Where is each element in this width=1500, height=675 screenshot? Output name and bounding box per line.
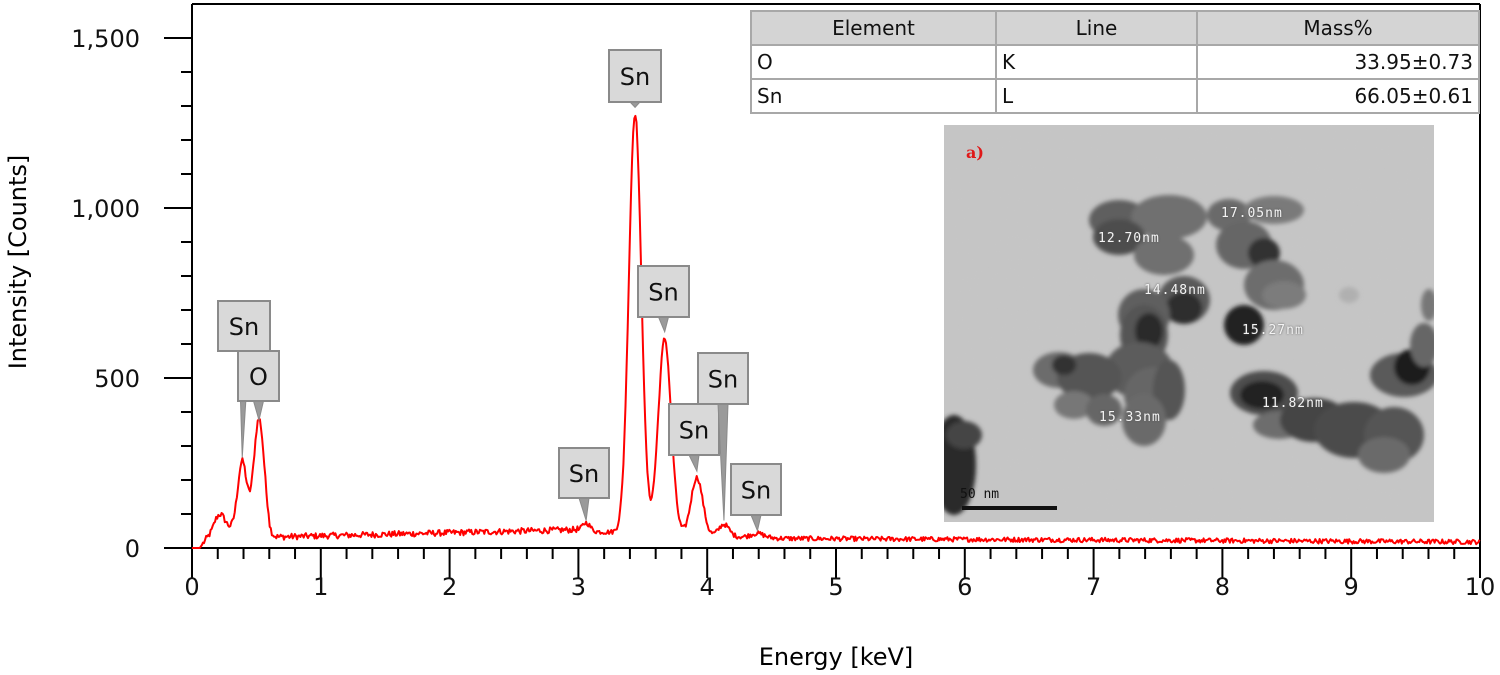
- tem-micrograph-inset: a) 17.05nm 12.70nm 14.48nm 15.27nm 15.33…: [944, 125, 1434, 522]
- nanoparticle-cluster-image: [944, 125, 1434, 522]
- measurement-label: 11.82nm: [1262, 396, 1324, 411]
- label-text: Sn: [620, 63, 650, 91]
- cell-line: L: [995, 78, 1198, 114]
- quantification-table: Element Line Mass% O K 33.95±0.73 Sn L 6…: [750, 10, 1480, 114]
- label-box: [668, 403, 720, 456]
- table-header-row: Element Line Mass%: [750, 10, 1480, 46]
- peak-label: Sn: [730, 463, 782, 533]
- x-tick-label: 1: [313, 573, 328, 601]
- x-tick-label: 3: [571, 573, 586, 601]
- cell-mass: 33.95±0.73: [1196, 44, 1480, 80]
- y-axis-title: Intensity [Counts]: [4, 155, 32, 370]
- measurement-label: 15.27nm: [1242, 323, 1304, 338]
- label-box: [237, 350, 280, 402]
- x-axis-title: Energy [keV]: [759, 643, 914, 671]
- cell-mass: 66.05±0.61: [1196, 78, 1480, 114]
- label-text: Sn: [741, 477, 771, 505]
- x-tick-label: 4: [700, 573, 715, 601]
- peak-label: Sn: [608, 49, 662, 109]
- x-tick-label: 10: [1465, 573, 1496, 601]
- x-tick-label: 2: [442, 573, 457, 601]
- measurement-label: 17.05nm: [1221, 206, 1283, 221]
- scale-bar: [962, 506, 1057, 510]
- peak-label: Sn: [697, 352, 749, 521]
- x-tick-label: 6: [957, 573, 972, 601]
- header-element: Element: [750, 10, 997, 46]
- x-tick-label: 5: [828, 573, 843, 601]
- label-box: [697, 352, 749, 405]
- label-text: Sn: [679, 417, 709, 445]
- x-tick-label: 0: [184, 573, 199, 601]
- x-axis: 0 1 2 3 4 5 6 7 8 9 10: [164, 547, 1496, 601]
- scale-bar-label: 50 nm: [960, 487, 1000, 502]
- spectrum-line: [192, 114, 1481, 549]
- cell-line: K: [995, 44, 1198, 80]
- y-tick-label: 1,500: [71, 25, 140, 53]
- table-row: Sn L 66.05±0.61: [750, 78, 1480, 114]
- measurement-label: 12.70nm: [1098, 231, 1160, 246]
- peak-label: Sn: [637, 265, 690, 334]
- peak-labels: Sn O Sn Sn Sn Sn Sn Sn: [217, 49, 782, 533]
- cell-element: O: [750, 44, 997, 80]
- label-pointer: [688, 454, 700, 473]
- header-line: Line: [995, 10, 1198, 46]
- peak-label: O: [237, 350, 280, 423]
- spectrum-polyline: [192, 114, 1481, 549]
- label-pointer: [578, 497, 590, 521]
- label-text: O: [249, 363, 268, 391]
- x-tick-label: 7: [1086, 573, 1101, 601]
- label-pointer: [252, 400, 265, 423]
- y-tick-label: 500: [94, 365, 140, 393]
- label-text: Sn: [569, 460, 599, 488]
- label-pointer: [657, 316, 670, 334]
- label-text: Sn: [648, 279, 678, 307]
- cell-element: Sn: [750, 78, 997, 114]
- label-text: Sn: [708, 366, 738, 394]
- table-row: O K 33.95±0.73: [750, 44, 1480, 80]
- measurement-label: 14.48nm: [1144, 283, 1206, 298]
- peak-label: Sn: [558, 447, 610, 521]
- peak-label: Sn: [668, 403, 720, 473]
- label-box: [558, 447, 610, 499]
- y-tick-label: 0: [125, 535, 140, 563]
- label-box: [608, 49, 662, 103]
- x-tick-label: 8: [1215, 573, 1230, 601]
- x-tick-label: 9: [1344, 573, 1359, 601]
- header-mass: Mass%: [1196, 10, 1480, 46]
- label-pointer: [750, 514, 762, 533]
- plot-frame: [192, 3, 1481, 578]
- label-box: [637, 265, 690, 318]
- label-box: [217, 300, 271, 352]
- measurement-label: 15.33nm: [1099, 410, 1161, 425]
- panel-label: a): [966, 143, 984, 162]
- label-pointer: [717, 403, 729, 521]
- label-text: Sn: [229, 313, 259, 341]
- y-axis: 0 500 1,000 1,500: [71, 4, 193, 578]
- y-tick-label: 1,000: [71, 195, 140, 223]
- label-box: [730, 463, 782, 516]
